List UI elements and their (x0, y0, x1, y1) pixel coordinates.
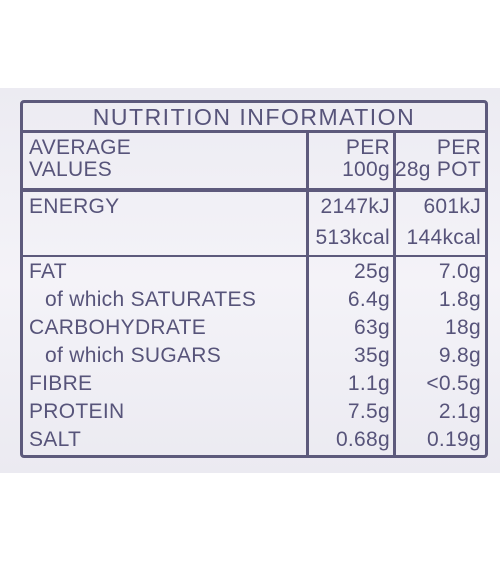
value-per-pot: 2.1g (438, 400, 481, 423)
value-per-pot: 601kJ (423, 195, 481, 218)
column-header: PER (345, 136, 390, 159)
value-per-pot: 7.0g (438, 260, 481, 283)
column-rule (393, 131, 396, 455)
value-per-pot: 1.8g (438, 288, 481, 311)
nutrition-table: NUTRITION INFORMATION AVERAGE VALUES PER 10… (20, 100, 488, 458)
rule (23, 188, 485, 192)
row-label: CARBOHYDRATE (29, 316, 207, 339)
value-per-100g: 1.1g (347, 372, 390, 395)
column-header: VALUES (29, 158, 113, 181)
row-label: of which SUGARS (45, 344, 222, 367)
value-per-100g: 513kcal (315, 226, 390, 249)
value-per-100g: 0.68g (335, 428, 390, 451)
value-per-pot: 18g (445, 316, 481, 339)
value-per-100g: 7.5g (347, 400, 390, 423)
column-header: AVERAGE (29, 136, 132, 159)
value-per-100g: 2147kJ (320, 195, 390, 218)
row-label: FIBRE (29, 372, 93, 395)
column-rule (306, 131, 309, 455)
value-per-100g: 35g (354, 344, 390, 367)
column-header: 100g (342, 158, 390, 181)
row-label: FAT (29, 260, 67, 283)
value-per-100g: 25g (354, 260, 390, 283)
value-per-pot: <0.5g (426, 372, 481, 395)
column-header: PER (436, 136, 481, 159)
rule (23, 255, 485, 257)
row-label: PROTEIN (29, 400, 125, 423)
row-label: ENERGY (29, 195, 120, 218)
value-per-pot: 9.8g (438, 344, 481, 367)
value-per-pot: 144kcal (406, 226, 481, 249)
value-per-100g: 6.4g (347, 288, 390, 311)
label-background: NUTRITION INFORMATION AVERAGE VALUES PER 10… (0, 88, 500, 473)
row-label: of which SATURATES (45, 288, 257, 311)
rule (23, 130, 485, 133)
value-per-100g: 63g (354, 316, 390, 339)
table-title: NUTRITION INFORMATION (92, 104, 416, 130)
row-label: SALT (29, 428, 82, 451)
column-header: 28g POT (394, 158, 481, 181)
value-per-pot: 0.19g (426, 428, 481, 451)
